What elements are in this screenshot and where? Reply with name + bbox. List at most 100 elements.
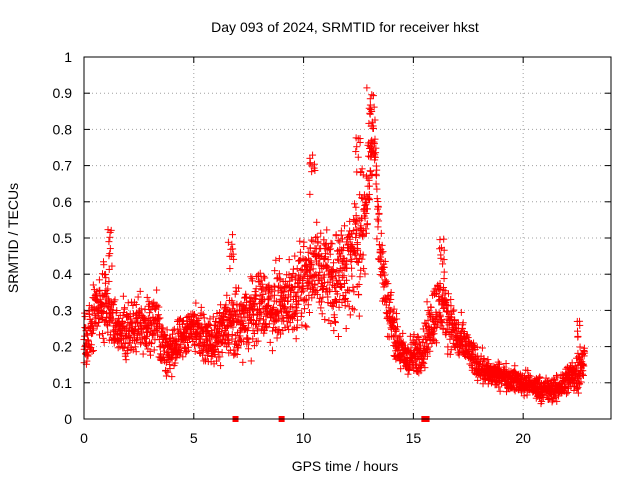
data-point	[100, 338, 108, 346]
data-point	[191, 340, 199, 348]
data-point	[90, 326, 98, 334]
data-point	[156, 350, 164, 358]
data-point	[261, 274, 269, 282]
data-point	[296, 237, 304, 245]
y-tick-label: 0.4	[53, 266, 73, 282]
data-point	[270, 303, 278, 311]
data-point	[332, 297, 340, 305]
data-point	[361, 214, 369, 222]
data-point	[370, 124, 378, 132]
data-point	[245, 338, 253, 346]
data-point	[121, 325, 129, 333]
data-point	[280, 314, 288, 322]
data-point	[248, 277, 256, 285]
data-point	[89, 329, 97, 337]
data-point	[244, 324, 252, 332]
data-point	[268, 288, 276, 296]
data-point	[307, 236, 315, 244]
data-point	[127, 318, 135, 326]
data-point	[369, 92, 377, 100]
data-point	[350, 306, 358, 314]
data-point	[372, 144, 380, 152]
data-point	[292, 335, 300, 343]
data-point	[327, 239, 335, 247]
data-point	[287, 313, 295, 321]
data-point	[250, 342, 258, 350]
data-point	[177, 341, 185, 349]
data-point	[373, 166, 381, 174]
data-point	[161, 332, 169, 340]
data-point	[293, 307, 301, 315]
data-point	[270, 291, 278, 299]
data-point	[134, 293, 142, 301]
data-point	[511, 362, 519, 370]
data-point	[297, 266, 305, 274]
data-point	[277, 330, 285, 338]
data-point	[224, 323, 232, 331]
data-point	[574, 333, 582, 341]
data-point	[247, 357, 255, 365]
data-point	[313, 290, 321, 298]
data-point	[281, 303, 289, 311]
data-point	[340, 272, 348, 280]
data-point	[429, 335, 437, 343]
data-point	[199, 310, 207, 318]
data-point	[371, 116, 379, 124]
data-point	[229, 301, 237, 309]
data-point	[168, 373, 176, 381]
data-point	[305, 266, 313, 274]
data-point	[298, 276, 306, 284]
data-point	[294, 300, 302, 308]
data-point	[159, 324, 167, 332]
data-point	[311, 281, 319, 289]
data-point	[351, 200, 359, 208]
data-point	[356, 273, 364, 281]
data-point	[95, 276, 103, 284]
data-point	[129, 301, 137, 309]
data-point	[124, 299, 132, 307]
data-point	[334, 332, 342, 340]
data-point	[89, 281, 97, 289]
data-point	[343, 257, 351, 265]
data-point	[260, 272, 268, 280]
data-points	[80, 84, 589, 422]
data-point	[103, 290, 111, 298]
data-point	[284, 297, 292, 305]
data-point	[358, 255, 366, 263]
data-point	[257, 276, 265, 284]
data-point	[155, 303, 163, 311]
data-point	[316, 268, 324, 276]
data-point	[222, 301, 230, 309]
x-tick-label: 20	[515, 430, 531, 446]
data-point	[95, 287, 103, 295]
data-point	[293, 316, 301, 324]
data-point	[280, 288, 288, 296]
data-point	[330, 327, 338, 335]
data-point	[345, 303, 353, 311]
data-point	[100, 261, 108, 269]
data-point	[333, 290, 341, 298]
data-point	[327, 319, 335, 327]
data-point	[335, 303, 343, 311]
data-point	[439, 260, 447, 268]
x-tick-label: 5	[190, 430, 198, 446]
data-point	[85, 310, 93, 318]
data-point	[99, 334, 107, 342]
data-point	[365, 182, 373, 190]
data-point	[317, 229, 325, 237]
data-point	[142, 334, 150, 342]
data-point	[304, 301, 312, 309]
data-point	[312, 234, 320, 242]
data-point	[132, 301, 140, 309]
data-point	[275, 312, 283, 320]
data-point	[375, 209, 383, 217]
data-point	[300, 272, 308, 280]
data-point	[191, 310, 199, 318]
data-point	[223, 291, 231, 299]
data-point	[353, 282, 361, 290]
data-point	[354, 246, 362, 254]
data-point	[89, 347, 97, 355]
chart-title: Day 093 of 2024, SRMTID for receiver hks…	[211, 19, 479, 35]
data-point	[352, 217, 360, 225]
data-point	[370, 140, 378, 148]
